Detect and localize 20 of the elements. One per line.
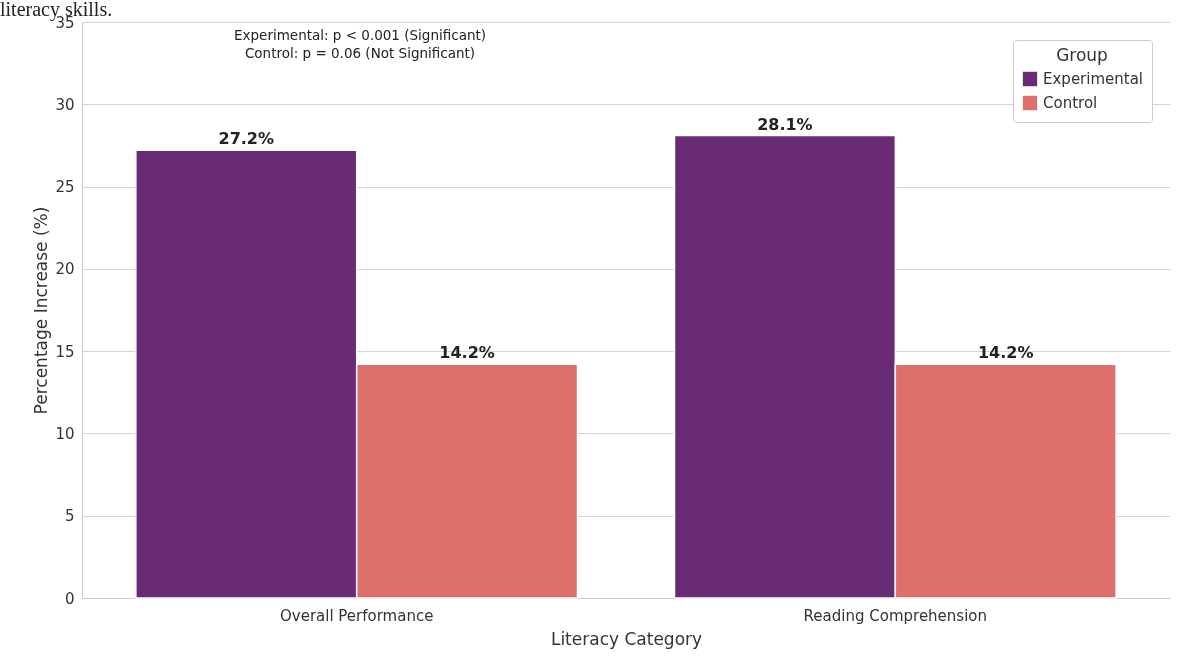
legend-title: Group <box>1056 45 1108 65</box>
y-tick-label: 25 <box>55 178 75 197</box>
data-label: 14.2% <box>439 343 495 363</box>
x-axis-title: Literacy Category <box>550 628 703 649</box>
y-tick-label: 15 <box>55 342 75 361</box>
legend-label: Control <box>1043 94 1098 112</box>
y-tick-label: 20 <box>55 260 75 279</box>
annotation: Experimental: p < 0.001 (Significant) <box>233 27 487 43</box>
x-tick-label: Overall Performance <box>279 606 434 625</box>
data-label: 27.2% <box>218 129 275 149</box>
y-tick-label: 5 <box>64 507 75 526</box>
y-tick-label: 10 <box>55 424 75 443</box>
x-tick-label: Reading Comprehension <box>803 606 988 625</box>
data-label: 14.2% <box>977 343 1034 363</box>
y-tick-label: 0 <box>64 589 75 608</box>
legend-label: Experimental <box>1043 70 1144 88</box>
annotation: Control: p = 0.06 (Not Significant) <box>244 45 476 61</box>
data-label: 28.1% <box>757 114 813 134</box>
y-axis-title: Percentage Increase (%) <box>31 206 52 415</box>
y-tick-label: 30 <box>55 95 75 114</box>
